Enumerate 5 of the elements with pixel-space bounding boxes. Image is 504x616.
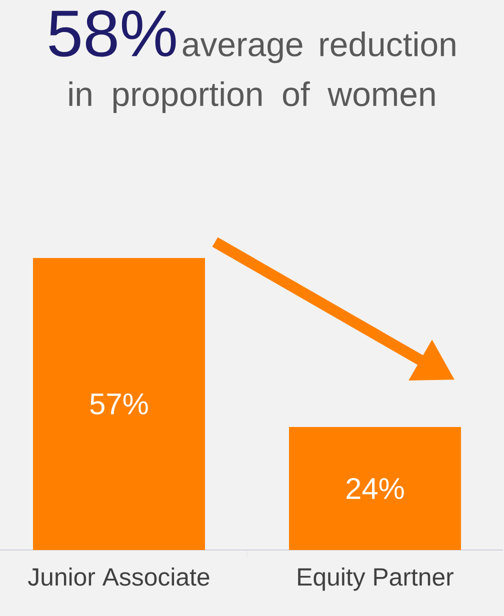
data-label: 24%: [346, 478, 404, 500]
x-tick-label: Equity Partner: [298, 568, 454, 591]
data-label: 57%: [90, 393, 148, 415]
chart-title: 58%: [49, 10, 176, 57]
x-tick-label: Junior Associate: [28, 568, 210, 586]
